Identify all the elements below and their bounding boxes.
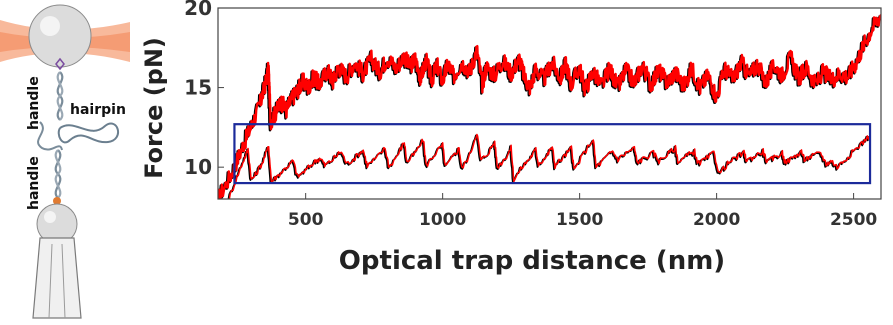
- x-tick-label-1500: 1500: [556, 210, 603, 230]
- highlight-box: [233, 123, 872, 185]
- series-2-line: [228, 133, 871, 199]
- hairpin-strand-b: [37, 121, 63, 151]
- top-bead-highlight: [40, 16, 60, 36]
- y-tick-label-20: 20: [184, 0, 212, 20]
- y-tick-label-15: 15: [184, 76, 212, 100]
- hairpin-strand-a: [57, 122, 119, 144]
- top-handle-label: handle: [26, 76, 42, 130]
- bottom-handle-label: handle: [26, 156, 42, 210]
- x-tick-label-1000: 1000: [419, 210, 466, 230]
- y-axis-title: Force (pN): [140, 37, 168, 179]
- top-linker: [55, 57, 65, 71]
- top-bead: [28, 4, 92, 68]
- x-tick-label-2500: 2500: [830, 210, 877, 230]
- bottom-bead-highlight: [44, 211, 56, 223]
- series-layer: [218, 14, 881, 199]
- lower-handle-strand-b: [54, 149, 62, 199]
- micropipette-bore-right: [61, 243, 66, 319]
- optical-tweezers-diagram: handle hairpin handle: [0, 4, 130, 319]
- series-1-line: [218, 14, 881, 199]
- x-tick-label-500: 500: [288, 210, 324, 230]
- upper-handle-strand-b: [56, 71, 64, 121]
- hairpin-label: hairpin: [70, 102, 126, 118]
- x-tick-label-2000: 2000: [693, 210, 740, 230]
- ticks-layer: 500 1000 1500 2000 2500 10 15 20: [184, 0, 877, 230]
- series-1-shadow-line: [218, 15, 881, 199]
- micropipette: [32, 237, 82, 319]
- micropipette-bore-left: [48, 243, 53, 319]
- force-extension-chart: 500 1000 1500 2000 2500 10 15 20 Optical trap d…: [140, 0, 882, 276]
- y-tick-label-10: 10: [184, 155, 212, 179]
- x-axis-title: Optical trap distance (nm): [339, 246, 725, 276]
- plot-frame: [217, 7, 882, 200]
- series-2-shadow-line: [227, 134, 870, 199]
- bottom-linker: [53, 197, 61, 205]
